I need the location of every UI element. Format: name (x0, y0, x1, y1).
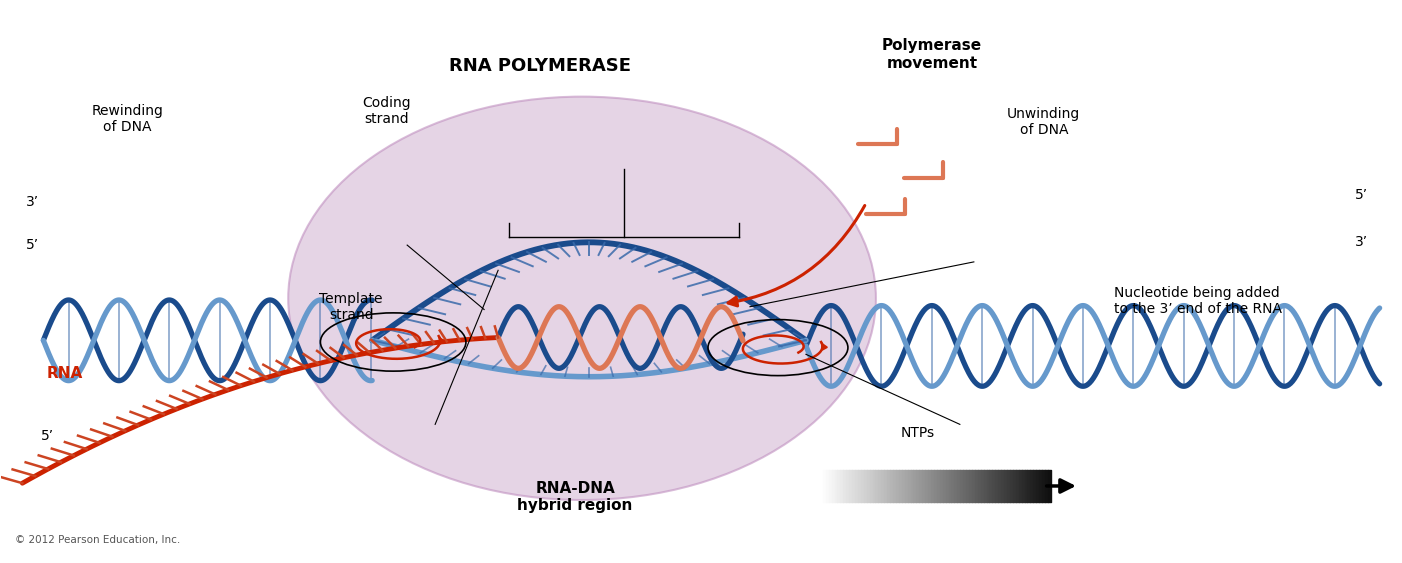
Text: © 2012 Pearson Education, Inc.: © 2012 Pearson Education, Inc. (15, 535, 181, 545)
Text: 5’: 5’ (25, 238, 39, 252)
Ellipse shape (289, 97, 876, 500)
Text: RNA-DNA
hybrid region: RNA-DNA hybrid region (517, 481, 632, 513)
Text: Unwinding
of DNA: Unwinding of DNA (1007, 107, 1081, 137)
Text: RNA POLYMERASE: RNA POLYMERASE (449, 57, 631, 75)
Text: 3’: 3’ (1354, 235, 1368, 249)
Text: Coding
strand: Coding strand (362, 96, 411, 126)
Text: 5’: 5’ (1354, 187, 1368, 202)
Text: Polymerase
movement: Polymerase movement (882, 38, 981, 71)
Text: NTPs: NTPs (901, 426, 935, 440)
Text: 3’: 3’ (25, 195, 39, 209)
Text: Rewinding
of DNA: Rewinding of DNA (91, 104, 163, 134)
Text: 5’: 5’ (41, 428, 55, 443)
Text: Nucleotide being added
to the 3’ end of the RNA: Nucleotide being added to the 3’ end of … (1113, 286, 1281, 316)
Text: RNA: RNA (46, 367, 83, 382)
Text: Template
strand: Template strand (320, 292, 383, 322)
